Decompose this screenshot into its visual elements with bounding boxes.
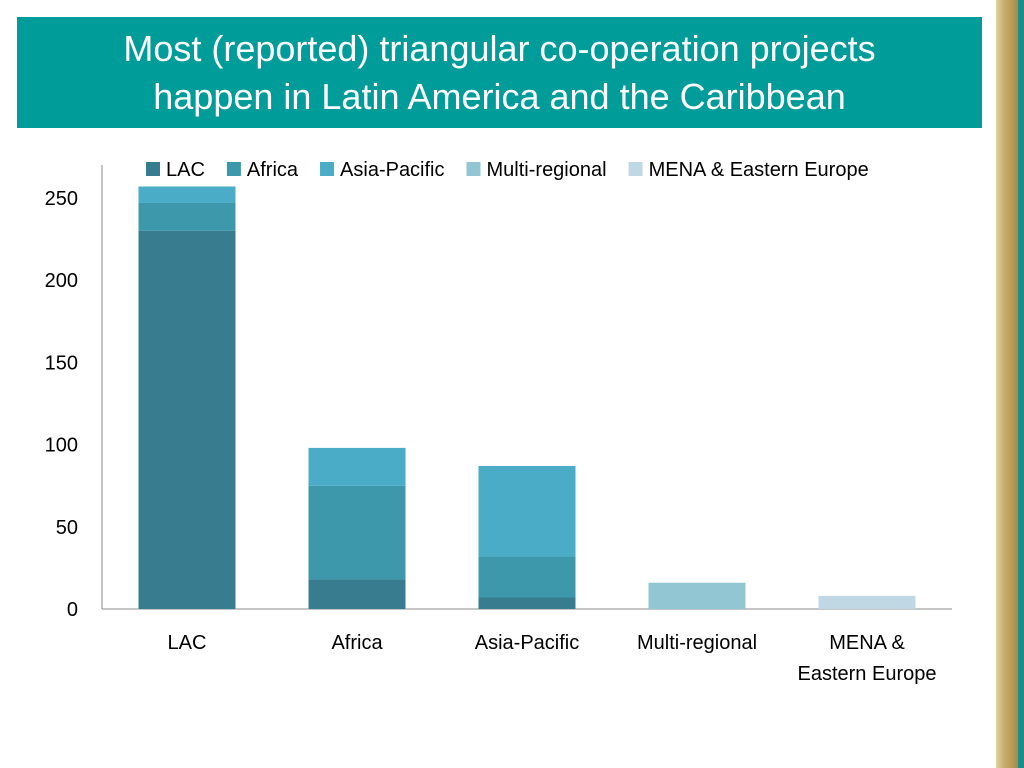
slide-title-line-1: Most (reported) triangular co-operation …	[123, 27, 876, 69]
bar-segment	[138, 230, 236, 609]
slide-title-line-2: happen in Latin America and the Caribbea…	[153, 75, 846, 117]
x-tick-label: Eastern Europe	[798, 663, 937, 685]
y-tick-label: 50	[56, 517, 78, 539]
bar-segment	[308, 579, 406, 609]
bar-segment	[138, 202, 236, 231]
legend-label: Africa	[247, 159, 299, 181]
legend-label: LAC	[166, 159, 205, 181]
y-tick-label: 150	[45, 352, 78, 374]
bar-segment	[478, 465, 576, 557]
x-tick-label: Multi-regional	[637, 632, 757, 654]
legend-swatch	[320, 162, 335, 176]
legend-label: MENA & Eastern Europe	[649, 159, 869, 181]
legend-label: Multi-regional	[487, 159, 607, 181]
legend-label: Asia-Pacific	[340, 159, 444, 181]
legend-swatch	[628, 162, 643, 176]
bar-segment	[308, 447, 406, 486]
y-tick-label: 0	[67, 599, 78, 621]
x-tick-label: Africa	[331, 632, 383, 654]
x-tick-label: LAC	[168, 632, 207, 654]
x-tick-label: Asia-Pacific	[475, 632, 579, 654]
legend-swatch	[226, 162, 241, 176]
decorative-side-stripe	[990, 0, 1024, 768]
y-tick-label: 250	[45, 188, 78, 210]
decorative-side-stripe-teal	[1018, 0, 1024, 768]
bar-segment	[818, 595, 916, 609]
bar-segment	[308, 485, 406, 580]
stacked-bar-chart: 0 50 100 150 200 250 LAC Africa Asia-Pacific Mult…	[45, 159, 952, 685]
bar-segment	[138, 186, 236, 203]
bar-segment	[478, 556, 576, 598]
legend-swatch	[466, 162, 481, 176]
y-tick-label: 200	[45, 270, 78, 292]
title-banner: Most (reported) triangular co-operation …	[17, 17, 982, 128]
bar-segment	[478, 597, 576, 609]
bar-segment	[648, 582, 746, 609]
y-tick-label: 100	[45, 435, 78, 457]
x-tick-label: MENA &	[829, 632, 905, 654]
legend-swatch	[146, 162, 160, 176]
